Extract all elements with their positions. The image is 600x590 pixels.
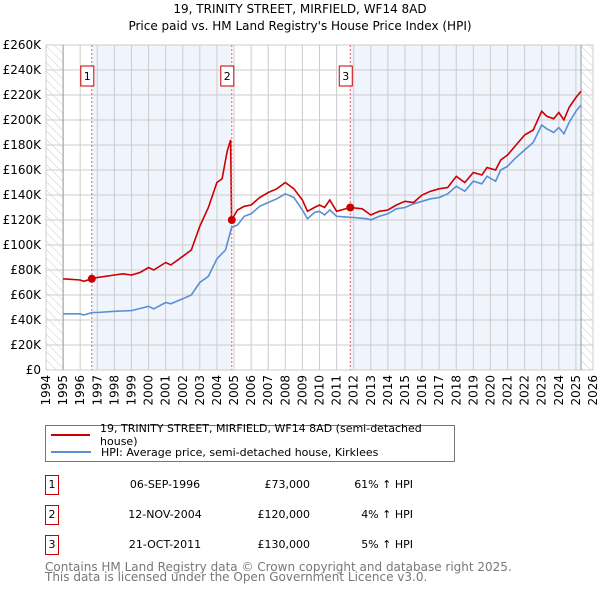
y-tick-label: £0 (26, 363, 41, 377)
shaded-period (91, 45, 232, 370)
x-tick-label: 2002 (176, 375, 190, 406)
sale-number-badge: 2 (45, 505, 59, 525)
x-tick-label: 2007 (261, 375, 275, 406)
table-row: 3 21-OCT-2011 £130,000 5% ↑ HPI (45, 535, 445, 555)
shaded-period (350, 45, 582, 370)
sale-hpi-diff: 61% ↑ HPI (354, 478, 413, 491)
sale-number-badge: 1 (45, 475, 59, 495)
x-tick-label: 2018 (449, 375, 463, 406)
x-tick-label: 2026 (586, 375, 600, 406)
sale-label-number: 3 (342, 70, 349, 83)
y-tick-label: £180K (3, 138, 43, 152)
x-tick-label: 2025 (569, 375, 583, 406)
x-tick-label: 2006 (244, 375, 258, 406)
x-tick-label: 1999 (124, 375, 138, 406)
sale-point-marker (87, 274, 96, 283)
x-tick-label: 2015 (398, 375, 412, 406)
y-tick-label: £40K (10, 313, 42, 327)
legend: 19, TRINITY STREET, MIRFIELD, WF14 8AD (… (45, 422, 455, 462)
x-tick-label: 2014 (381, 375, 395, 406)
sale-date: 12-NOV-2004 (128, 508, 202, 521)
y-tick-label: £260K (3, 38, 43, 52)
property-price-line (63, 90, 582, 283)
x-tick-label: 2022 (518, 375, 532, 406)
y-tick-label: £20K (10, 338, 42, 352)
y-tick-label: £160K (3, 163, 43, 177)
x-tick-label: 1996 (73, 375, 87, 406)
sale-point-marker (346, 203, 355, 212)
legend-item-hpi: HPI: Average price, semi-detached house,… (51, 444, 378, 460)
hatched-region-before-data (46, 45, 64, 370)
sale-number-badge: 3 (45, 535, 59, 555)
y-tick-label: £120K (3, 213, 43, 227)
x-tick-label: 2019 (466, 375, 480, 406)
x-tick-label: 2013 (364, 375, 378, 406)
x-tick-label: 1994 (39, 375, 53, 406)
x-tick-label: 2012 (347, 375, 361, 406)
sale-label-number: 1 (84, 70, 91, 83)
y-tick-label: £200K (3, 113, 43, 127)
hpi-line (63, 104, 582, 316)
x-tick-label: 2023 (535, 375, 549, 406)
x-tick-label: 2024 (552, 375, 566, 406)
y-tick-label: £240K (3, 63, 43, 77)
y-tick-label: £80K (10, 263, 42, 277)
sale-date: 06-SEP-1996 (129, 478, 201, 491)
x-tick-label: 2009 (295, 375, 309, 406)
x-tick-label: 1997 (90, 375, 104, 406)
x-tick-label: 2001 (159, 375, 173, 406)
y-tick-label: £60K (10, 288, 42, 302)
x-tick-label: 2017 (432, 375, 446, 406)
sale-hpi-diff: 4% ↑ HPI (361, 508, 413, 521)
legend-item-property: 19, TRINITY STREET, MIRFIELD, WF14 8AD (… (51, 422, 454, 448)
y-tick-label: £100K (3, 238, 43, 252)
sale-label-number: 2 (224, 70, 231, 83)
sale-hpi-diff: 5% ↑ HPI (361, 538, 413, 551)
footer-licence: This data is licensed under the Open Gov… (45, 570, 428, 584)
table-row: 1 06-SEP-1996 £73,000 61% ↑ HPI (45, 475, 445, 495)
x-tick-label: 1995 (56, 375, 70, 406)
sale-price: £120,000 (257, 508, 311, 521)
legend-red-line-icon (51, 434, 91, 436)
sale-label-box (80, 65, 95, 87)
hatched-region-after-data (581, 45, 593, 370)
table-row: 2 12-NOV-2004 £120,000 4% ↑ HPI (45, 505, 445, 525)
y-tick-label: £140K (3, 188, 43, 202)
x-tick-label: 2021 (501, 375, 515, 406)
legend-label: HPI: Average price, semi-detached house,… (101, 445, 379, 459)
x-tick-label: 2003 (193, 375, 207, 406)
legend-blue-line-icon (51, 451, 91, 453)
footer-copyright: Contains HM Land Registry data © Crown c… (45, 560, 512, 574)
price-chart: 19, TRINITY STREET, MIRFIELD, WF14 8AD P… (3, 2, 600, 406)
x-tick-label: 2004 (210, 375, 224, 406)
x-tick-label: 2016 (415, 375, 429, 406)
legend-label: 19, TRINITY STREET, MIRFIELD, WF14 8AD (… (100, 422, 422, 448)
x-tick-label: 2010 (313, 375, 327, 406)
x-tick-label: 2008 (278, 375, 292, 406)
x-tick-label: 2005 (227, 375, 241, 406)
x-tick-label: 1998 (107, 375, 121, 406)
sale-label-box (338, 65, 353, 87)
y-tick-label: £220K (3, 88, 43, 102)
x-tick-label: 2000 (142, 375, 156, 406)
sale-price: £73,000 (264, 478, 311, 491)
sale-point-marker (227, 216, 236, 224)
x-tick-label: 2011 (330, 375, 344, 406)
chart-subtitle: Price paid vs. HM Land Registry's House … (128, 19, 471, 33)
chart-title: 19, TRINITY STREET, MIRFIELD, WF14 8AD (173, 2, 426, 16)
sale-price: £130,000 (257, 538, 311, 551)
x-tick-label: 2020 (483, 375, 497, 406)
sale-label-box (220, 65, 235, 87)
sale-date: 21-OCT-2011 (128, 538, 202, 551)
